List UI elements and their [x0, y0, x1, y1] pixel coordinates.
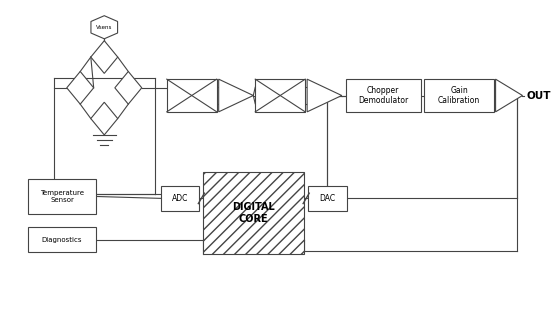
Polygon shape — [91, 41, 118, 73]
Text: Gain
Calibration: Gain Calibration — [438, 86, 480, 105]
Bar — [346, 79, 421, 112]
Polygon shape — [307, 79, 342, 112]
Text: Diagnostics: Diagnostics — [42, 237, 82, 243]
Polygon shape — [91, 16, 118, 39]
Bar — [28, 227, 95, 252]
Bar — [255, 79, 305, 112]
Polygon shape — [91, 102, 118, 135]
Bar — [161, 186, 199, 211]
Polygon shape — [115, 71, 142, 104]
Text: ADC: ADC — [172, 194, 188, 203]
Polygon shape — [219, 79, 253, 112]
Text: DIGITAL
CORE: DIGITAL CORE — [232, 203, 275, 224]
Bar — [203, 173, 304, 254]
Text: DAC: DAC — [319, 194, 336, 203]
Bar — [424, 79, 493, 112]
Text: Chopper
Demodulator: Chopper Demodulator — [358, 86, 408, 105]
Polygon shape — [496, 79, 523, 112]
Bar — [308, 186, 347, 211]
Text: Vsens: Vsens — [96, 25, 113, 30]
Bar — [167, 79, 217, 112]
Text: OUT: OUT — [527, 90, 551, 100]
Bar — [28, 179, 95, 214]
Polygon shape — [67, 71, 94, 104]
Text: Temperature
Sensor: Temperature Sensor — [40, 190, 84, 203]
